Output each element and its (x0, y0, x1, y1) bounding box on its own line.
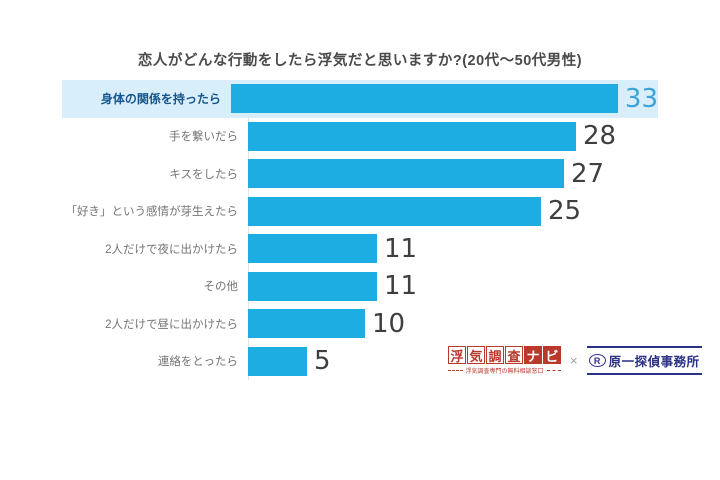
haraichi-logo-name: 原一探偵事務所 (608, 355, 700, 369)
category-label: 身体の関係を持ったら (100, 92, 221, 107)
uwaki-logo-tagline: 浮気調査専門の無料相談窓口 (448, 366, 561, 375)
bar-chart: 身体の関係を持ったら 33 手を繋いだら 28 キスをしたら 27 「好き」という感情が芽生… (62, 80, 658, 380)
chart-row: 連絡をとったら 5 (62, 343, 658, 381)
category-label: 手を繋いだら (169, 131, 238, 144)
value-label: 28 (583, 121, 617, 152)
haraichi-detective-logo: R 原一探偵事務所 (586, 346, 702, 375)
haraichi-emblem-icon: R (588, 354, 606, 367)
chart-title: 恋人がどんな行動をしたら浮気だと思いますか?(20代〜50代男性) (137, 53, 583, 69)
category-label: 2人だけで夜に出かけたら (105, 243, 238, 256)
chart-row: 手を繋いだら 28 (62, 118, 658, 156)
uwaki-logo-char: 浮 (448, 346, 466, 364)
bar-area: 5 (248, 343, 658, 381)
bar-area: 11 (248, 268, 658, 306)
bar (248, 196, 541, 226)
value-label: 10 (372, 308, 406, 339)
uwaki-logo-char: ナ (524, 346, 542, 364)
chart-row: その他 11 (62, 268, 658, 306)
bar-area: 10 (248, 305, 658, 343)
collaboration-x-icon: × (570, 353, 578, 368)
chart-row: 2人だけで昼に出かけたら 10 (62, 305, 658, 343)
value-label: 5 (314, 346, 331, 377)
bar (230, 84, 618, 114)
brand-footer: 浮気調査ナビ 浮気調査専門の無料相談窓口 × R 原一探偵事務所 (448, 346, 702, 375)
category-label: その他 (203, 281, 239, 294)
bar-area: 28 (248, 118, 658, 156)
bar-area: 25 (248, 193, 658, 231)
bar (248, 346, 307, 376)
uwaki-logo-char: 気 (467, 346, 485, 364)
bar (248, 271, 377, 301)
uwaki-chousa-navi-logo: 浮気調査ナビ 浮気調査専門の無料相談窓口 (448, 346, 561, 375)
bar-area: 27 (248, 155, 658, 193)
category-label: キスをしたら (169, 168, 238, 181)
category-label: 「好き」という感情が芽生えたら (65, 206, 239, 219)
uwaki-logo-characters: 浮気調査ナビ (448, 346, 561, 364)
uwaki-logo-char: ビ (543, 346, 561, 364)
chart-row: 身体の関係を持ったら 33 (62, 80, 658, 118)
bar (248, 309, 365, 339)
value-label: 33 (624, 83, 658, 114)
chart-row: 2人だけで夜に出かけたら 11 (62, 230, 658, 268)
value-label: 25 (548, 196, 582, 227)
category-label: 連絡をとったら (157, 356, 238, 369)
value-label: 11 (384, 271, 418, 302)
bar (248, 159, 564, 189)
bar (248, 234, 377, 264)
bar-area: 33 (230, 80, 658, 118)
chart-row: 「好き」という感情が芽生えたら 25 (62, 193, 658, 231)
bar (248, 121, 576, 151)
uwaki-logo-char: 査 (505, 346, 523, 364)
value-label: 11 (384, 233, 418, 264)
chart-row: キスをしたら 27 (62, 155, 658, 193)
bar-area: 11 (248, 230, 658, 268)
axis-baseline (248, 80, 249, 380)
value-label: 27 (571, 158, 605, 189)
category-label: 2人だけで昼に出かけたら (105, 318, 238, 331)
uwaki-logo-char: 調 (486, 346, 504, 364)
